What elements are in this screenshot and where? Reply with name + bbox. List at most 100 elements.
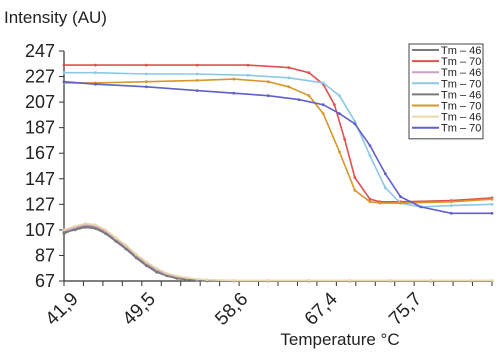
series-line xyxy=(63,223,492,282)
y-tick-label: 67 xyxy=(35,271,55,291)
data-point xyxy=(399,195,402,199)
legend-label: Tm – 70 xyxy=(441,101,481,113)
data-point xyxy=(490,197,494,201)
data-point xyxy=(134,256,138,260)
legend-label: Tm – 70 xyxy=(441,123,481,135)
data-point xyxy=(353,122,357,126)
series-line xyxy=(63,80,492,215)
data-point xyxy=(343,137,346,141)
data-point xyxy=(205,278,209,282)
legend-label: Tm – 46 xyxy=(441,45,481,57)
data-point xyxy=(195,72,199,76)
data-point xyxy=(266,80,270,84)
x-tick-label: 58,6 xyxy=(211,289,252,330)
data-point xyxy=(287,66,291,69)
data-point xyxy=(232,77,236,81)
data-point xyxy=(353,188,357,192)
data-point xyxy=(287,85,291,89)
data-point xyxy=(62,231,66,234)
data-point xyxy=(144,85,148,89)
data-point xyxy=(232,91,236,95)
y-tick-label: 107 xyxy=(25,220,55,240)
data-point xyxy=(449,200,453,204)
data-point xyxy=(144,80,148,84)
data-point xyxy=(383,186,387,190)
data-point xyxy=(307,71,311,75)
data-point xyxy=(144,72,148,76)
data-point xyxy=(246,63,250,67)
legend-label: Tm – 46 xyxy=(441,89,481,101)
data-point xyxy=(195,63,199,67)
data-point xyxy=(383,172,387,176)
data-point xyxy=(232,279,236,282)
data-point xyxy=(195,89,199,92)
data-point xyxy=(429,279,433,282)
y-tick-label: 247 xyxy=(25,41,55,61)
y-tick-label: 187 xyxy=(25,118,55,138)
y-tick-label: 127 xyxy=(25,194,55,214)
data-point xyxy=(399,201,402,205)
data-point xyxy=(338,150,341,154)
data-point xyxy=(321,103,325,107)
data-point xyxy=(353,119,357,123)
legend-box xyxy=(408,43,484,140)
data-point xyxy=(94,227,97,231)
data-point xyxy=(353,176,357,179)
data-point xyxy=(490,211,494,215)
data-point xyxy=(104,232,108,236)
legend-label: Tm – 46 xyxy=(441,112,481,124)
data-point xyxy=(185,276,189,280)
data-point xyxy=(378,201,382,205)
data-point xyxy=(94,82,97,86)
y-tick-label: 167 xyxy=(25,143,55,163)
data-point xyxy=(62,80,66,84)
x-tick-label: 41,9 xyxy=(42,289,83,330)
data-point xyxy=(165,271,169,275)
data-point xyxy=(94,71,97,75)
data-point xyxy=(333,103,336,107)
x-tick-label: 75,7 xyxy=(385,289,426,330)
data-point xyxy=(368,144,372,148)
data-point xyxy=(155,270,158,274)
x-axis: 41,9 49,5 58,6 67,4 75,7 xyxy=(42,280,493,330)
data-point xyxy=(83,225,87,229)
data-point xyxy=(490,279,494,282)
data-point xyxy=(62,228,66,232)
data-point xyxy=(73,224,77,228)
data-point xyxy=(83,222,87,225)
data-point xyxy=(388,279,392,282)
data-point xyxy=(338,112,341,115)
data-point xyxy=(246,73,250,77)
data-point xyxy=(449,211,453,215)
y-tick-label: 207 xyxy=(25,92,55,112)
data-point xyxy=(124,247,128,251)
data-point xyxy=(144,260,148,264)
data-point xyxy=(297,98,301,101)
data-point xyxy=(287,76,291,80)
data-point xyxy=(266,279,270,282)
y-axis: 247 227 207 187 167 147 127 107 87 67 xyxy=(25,41,65,291)
data-point xyxy=(144,264,148,268)
data-point xyxy=(94,63,97,67)
series-line xyxy=(63,226,492,282)
data-point xyxy=(114,240,118,243)
data-point xyxy=(134,252,138,256)
data-point xyxy=(155,266,158,270)
data-point xyxy=(175,277,179,280)
data-point xyxy=(321,81,325,85)
series-line xyxy=(63,225,492,282)
data-point xyxy=(62,71,66,75)
data-point xyxy=(449,204,453,208)
y-tick-label: 87 xyxy=(35,245,55,265)
data-point xyxy=(195,79,199,82)
y-tick-label: 227 xyxy=(25,67,55,87)
data-point xyxy=(307,94,311,98)
series-line xyxy=(64,78,493,204)
legend-label: Tm – 70 xyxy=(441,78,481,90)
x-tick-label: 49,5 xyxy=(119,289,160,330)
data-point xyxy=(175,274,179,278)
data-point xyxy=(490,202,494,206)
legend-label: Tm – 46 xyxy=(441,67,481,79)
y-tick-label: 147 xyxy=(25,169,55,189)
